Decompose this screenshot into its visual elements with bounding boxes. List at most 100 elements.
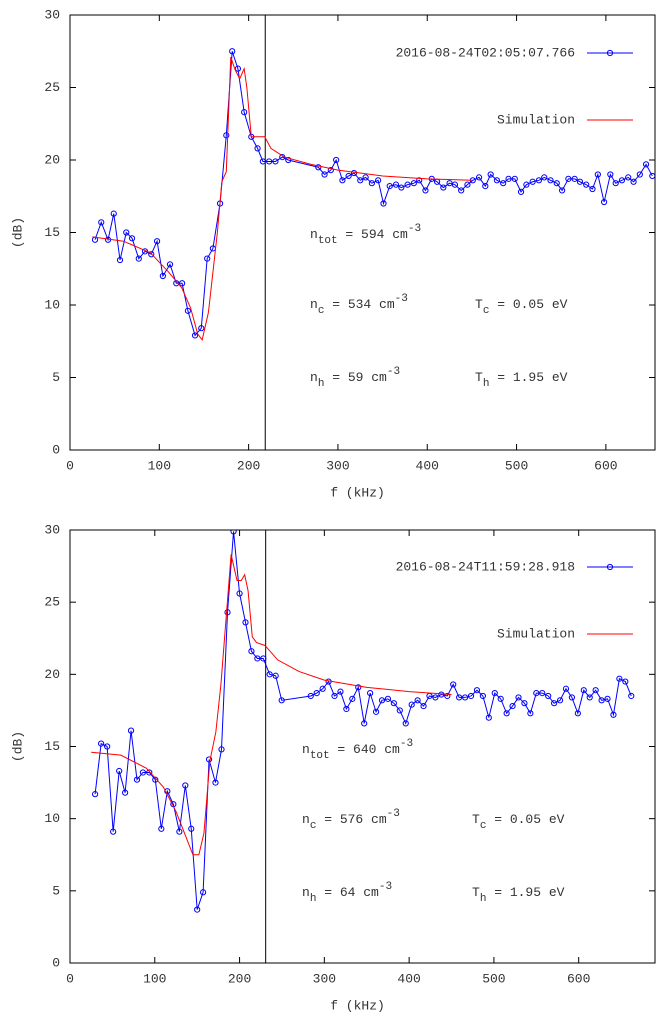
data-point bbox=[242, 619, 249, 626]
annotation-text: = 534 cm bbox=[324, 297, 394, 312]
data-point bbox=[205, 756, 213, 763]
data-point bbox=[580, 687, 587, 694]
x-axis-label: f (kHz) bbox=[330, 998, 385, 1013]
data-point bbox=[254, 655, 261, 662]
x-tick-label: 100 bbox=[148, 458, 171, 473]
data-point bbox=[236, 590, 243, 597]
annotation-sub: h bbox=[480, 893, 487, 905]
data-point bbox=[432, 694, 439, 701]
data-point bbox=[372, 708, 380, 715]
data-point bbox=[260, 655, 267, 662]
data-point bbox=[339, 177, 346, 184]
data-point bbox=[152, 776, 159, 783]
annotation-base: n bbox=[302, 885, 310, 900]
data-point bbox=[396, 707, 403, 714]
data-point bbox=[521, 700, 528, 707]
data-point bbox=[361, 720, 368, 727]
x-tick-label: 200 bbox=[228, 971, 251, 986]
data-point bbox=[515, 694, 522, 701]
x-tick-label: 200 bbox=[237, 458, 260, 473]
data-point bbox=[343, 705, 350, 713]
data-point bbox=[451, 181, 459, 188]
data-point bbox=[420, 702, 427, 710]
data-point bbox=[541, 174, 548, 181]
y-tick-label: 10 bbox=[44, 297, 60, 312]
y-axis-label: (dB) bbox=[10, 731, 25, 762]
data-point bbox=[98, 219, 105, 226]
annotation-base: n bbox=[310, 297, 318, 312]
data-point bbox=[375, 177, 382, 184]
data-point bbox=[586, 694, 593, 701]
data-point bbox=[547, 177, 554, 184]
data-point bbox=[592, 687, 599, 694]
annotation-text: = 576 cm bbox=[316, 812, 386, 827]
legend-label: Simulation bbox=[497, 626, 575, 641]
annotation-text: = 640 cm bbox=[330, 742, 400, 757]
annotation-sub: c bbox=[310, 820, 317, 832]
annotation-base: n bbox=[310, 370, 318, 385]
data-point bbox=[272, 672, 279, 679]
data-point bbox=[148, 251, 155, 258]
data-point bbox=[625, 174, 632, 181]
y-tick-label: 5 bbox=[52, 883, 60, 898]
legend-marker bbox=[606, 49, 614, 57]
data-point bbox=[110, 828, 117, 835]
data-point bbox=[259, 158, 267, 165]
data-point bbox=[568, 694, 576, 701]
data-point bbox=[198, 325, 205, 332]
data-point bbox=[127, 727, 135, 734]
data-point bbox=[194, 906, 201, 913]
data-point bbox=[535, 177, 542, 184]
data-point bbox=[473, 687, 481, 694]
y-tick-label: 20 bbox=[44, 667, 60, 682]
annotation-base: T bbox=[472, 812, 480, 827]
data-point bbox=[410, 180, 417, 187]
y-tick-label: 0 bbox=[52, 442, 60, 457]
data-point bbox=[642, 161, 650, 168]
y-tick-label: 30 bbox=[44, 522, 60, 537]
annotation-text: = 64 cm bbox=[316, 885, 379, 900]
annotation: nc = 534 cm-3 bbox=[310, 293, 408, 317]
data-point bbox=[551, 700, 558, 707]
data-point bbox=[307, 692, 314, 700]
data-point bbox=[493, 177, 501, 184]
data-point bbox=[184, 307, 191, 314]
data-point bbox=[598, 697, 605, 704]
data-point bbox=[523, 181, 530, 188]
data-point bbox=[278, 697, 285, 704]
data-point bbox=[600, 198, 608, 206]
data-point bbox=[128, 235, 136, 242]
data-point bbox=[133, 776, 141, 783]
y-tick-label: 25 bbox=[44, 595, 60, 610]
y-tick-label: 30 bbox=[44, 7, 60, 22]
data-point bbox=[556, 697, 564, 704]
data-point bbox=[408, 701, 415, 708]
data-point bbox=[458, 187, 465, 194]
data-point bbox=[266, 671, 273, 678]
data-point bbox=[422, 187, 429, 194]
data-point bbox=[355, 684, 362, 691]
x-tick-label: 300 bbox=[326, 458, 349, 473]
data-point bbox=[123, 229, 130, 236]
data-point bbox=[229, 48, 236, 55]
x-tick-label: 500 bbox=[482, 971, 505, 986]
annotation-sup: -3 bbox=[387, 366, 400, 378]
legend-label: 2016-08-24T02:05:07.766 bbox=[396, 45, 575, 60]
data-point bbox=[386, 183, 393, 190]
data-point bbox=[446, 180, 453, 187]
data-point bbox=[191, 332, 199, 339]
data-point bbox=[529, 178, 536, 185]
y-tick-label: 15 bbox=[44, 739, 60, 754]
data-point bbox=[285, 156, 292, 164]
data-point bbox=[628, 692, 635, 700]
data-point bbox=[630, 178, 637, 185]
annotation-sup: -3 bbox=[387, 808, 400, 820]
annotation-base: T bbox=[472, 885, 480, 900]
annotation: Th = 1.95 eV bbox=[475, 370, 568, 389]
legend-marker bbox=[606, 563, 614, 571]
data-point bbox=[414, 697, 421, 704]
data-point bbox=[333, 156, 340, 164]
annotation-base: T bbox=[475, 297, 483, 312]
x-tick-label: 100 bbox=[143, 971, 166, 986]
data-point bbox=[159, 272, 166, 280]
